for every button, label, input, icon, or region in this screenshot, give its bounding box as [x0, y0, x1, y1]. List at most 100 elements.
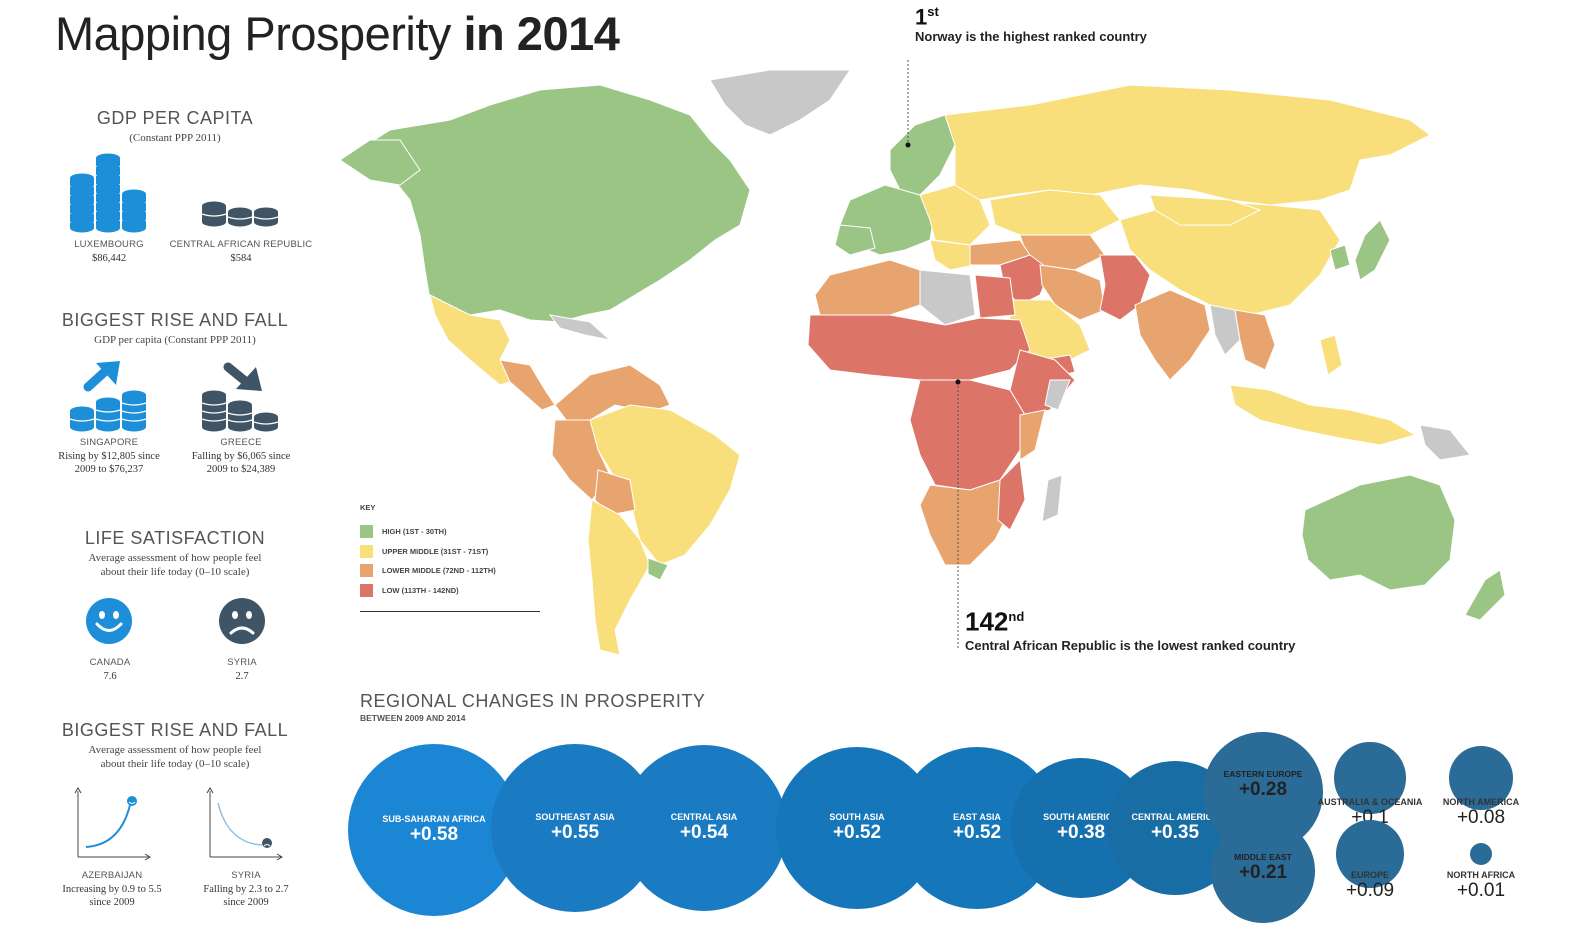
key-swatch	[360, 544, 373, 558]
map-region-north-america	[348, 84, 751, 323]
rise-fall-gdp-panel: BIGGEST RISE AND FALL GDP per capita (Co…	[55, 310, 295, 347]
map-region-southern-africa	[919, 479, 1011, 566]
region-value: +0.28	[1238, 778, 1288, 800]
gdp-left: LUXEMBOURG $86,442	[56, 239, 162, 265]
callout-bottom: 142nd Central African Republic is the lo…	[965, 603, 1295, 653]
map-region-australia	[1301, 474, 1456, 591]
life-right: SYRIA 2.7	[202, 657, 282, 683]
callout-top: 1st Norway is the highest ranked country	[915, 0, 1147, 44]
rise-gdp-left: SINGAPORE Rising by $12,805 since 2009 t…	[50, 437, 168, 476]
map-key: KEY HIGH (1ST - 30TH) UPPER MIDDLE (31ST …	[360, 503, 540, 600]
map-region-korea	[1329, 244, 1351, 271]
life-left: CANADA 7.6	[70, 657, 150, 683]
key-label: LOWER MIDDLE (72ND - 112TH)	[382, 566, 496, 576]
region-name: CENTRAL AMERICA	[1131, 811, 1219, 822]
region-value: +0.35	[1150, 821, 1200, 843]
rise-fall-gdp-heading: BIGGEST RISE AND FALL	[61, 310, 289, 330]
region-name: MIDDLE EAST	[1234, 851, 1292, 862]
map-region-southern-cone	[587, 499, 651, 656]
map-region-new-zealand	[1464, 569, 1506, 621]
region-name: EUROPE	[1350, 870, 1389, 880]
falling-curve-icon	[206, 787, 283, 861]
fall-gdp-right-name: GREECE	[220, 437, 262, 448]
region-value: +0.54	[679, 821, 729, 843]
map-region-mongolia	[1149, 194, 1262, 226]
gdp-left-value: $86,442	[91, 253, 127, 264]
map-region-scandinavia	[889, 114, 956, 196]
rise-gdp-left-line2: 2009 to $76,237	[74, 464, 144, 475]
regional-subtitle: BETWEEN 2009 AND 2014	[360, 713, 466, 723]
rise-fall-life-sub2: about their life today (0–10 scale)	[100, 758, 250, 770]
map-region-india	[1134, 289, 1211, 381]
map-region-indochina	[1234, 309, 1276, 371]
life-sub1: Average assessment of how people feel	[88, 552, 262, 564]
trend-curves-illustration	[74, 787, 283, 861]
region-value: +0.58	[409, 824, 459, 845]
fall-life-right-line1: Falling by 2.3 to 2.7	[203, 884, 289, 895]
rise-life-left: AZERBAIJAN Increasing by 0.9 to 5.5 sinc…	[50, 870, 174, 909]
key-label: HIGH (1ST - 30TH)	[382, 527, 447, 537]
callout-dot-norway	[905, 142, 911, 148]
title-light: Mapping Prosperity	[55, 7, 451, 60]
map-region-sahel	[807, 314, 1031, 381]
rise-life-left-line2: since 2009	[89, 897, 135, 908]
region-name: NORTH AFRICA	[1446, 870, 1516, 880]
key-label: UPPER MIDDLE (31ST - 71ST)	[382, 546, 489, 556]
region-bubble	[1449, 746, 1513, 810]
map-region-china	[1119, 199, 1341, 316]
map-region-russia	[944, 84, 1431, 206]
map-region-philippines	[1319, 334, 1343, 376]
key-row: LOWER MIDDLE (72ND - 112TH)	[360, 561, 540, 581]
title-bold: in 2014	[463, 7, 620, 60]
key-swatch	[360, 525, 373, 539]
map-region-balkans	[929, 239, 976, 271]
gdp-sub: (Constant PPP 2011)	[129, 132, 221, 144]
fall-life-right: SYRIA Falling by 2.3 to 2.7 since 2009	[184, 870, 308, 909]
callout-top-rank-wrap: 1st	[915, 0, 1147, 29]
map-region-madagascar	[1041, 474, 1063, 523]
coin-stack-small-icon	[202, 201, 278, 227]
rise-fall-life-panel: BIGGEST RISE AND FALL Average assessment…	[55, 720, 295, 771]
key-row: LOW (113TH - 142ND)	[360, 581, 540, 601]
key-divider	[360, 611, 540, 612]
coin-stack-rising-icon	[70, 390, 146, 432]
map-region-somalia	[1044, 379, 1071, 411]
map-region-japan	[1354, 219, 1391, 281]
life-heading: LIFE SATISFACTION	[84, 528, 266, 548]
map-region-mozambique	[997, 458, 1026, 531]
rise-gdp-left-name: SINGAPORE	[79, 437, 139, 448]
fall-gdp-right-line2: 2009 to $24,389	[206, 464, 276, 475]
callout-top-text: Norway is the highest ranked country	[915, 29, 1147, 45]
map-region-myanmar	[1209, 304, 1241, 356]
rise-gdp-left-line1: Rising by $12,805 since	[58, 451, 160, 462]
rise-life-left-name: AZERBAIJAN	[81, 870, 143, 881]
region-value: +0.21	[1238, 861, 1288, 883]
sad-face-icon	[219, 598, 265, 644]
gdp-heading: GDP PER CAPITA	[96, 108, 254, 128]
life-left-value: 7.6	[103, 671, 117, 682]
page-title: Mapping Prosperity in 2014	[55, 6, 620, 61]
region-name: SUB-SAHARAN AFRICA	[382, 814, 486, 824]
region-value: +0.08	[1456, 807, 1506, 828]
rise-fall-gdp-sub: GDP per capita (Constant PPP 2011)	[94, 334, 256, 346]
map-region-north-africa-west	[814, 259, 921, 321]
region-value: +0.52	[952, 821, 1002, 843]
smiley-face-icon	[86, 598, 132, 644]
map-region-iberia	[834, 224, 876, 256]
region-value: +0.09	[1345, 880, 1395, 901]
life-right-name: SYRIA	[227, 657, 257, 668]
fall-life-right-name: SYRIA	[231, 870, 261, 881]
gdp-panel: GDP PER CAPITA (Constant PPP 2011)	[60, 108, 290, 145]
callout-top-rank: 1	[915, 4, 928, 30]
region-label: NORTH AFRICA +0.01	[1411, 870, 1551, 902]
region-value: +0.55	[550, 821, 600, 843]
key-row: UPPER MIDDLE (31ST - 71ST)	[360, 542, 540, 562]
life-right-value: 2.7	[235, 671, 249, 682]
regional-title: REGIONAL CHANGES IN PROSPERITY	[360, 691, 706, 711]
region-name: CENTRAL ASIA	[670, 811, 738, 822]
region-bubble: MIDDLE EAST +0.21	[1211, 819, 1315, 923]
region-value: +0.01	[1456, 880, 1506, 901]
callout-bottom-suffix: nd	[1008, 609, 1025, 624]
gdp-right-value: $584	[230, 253, 252, 264]
map-region-libya	[919, 269, 976, 326]
